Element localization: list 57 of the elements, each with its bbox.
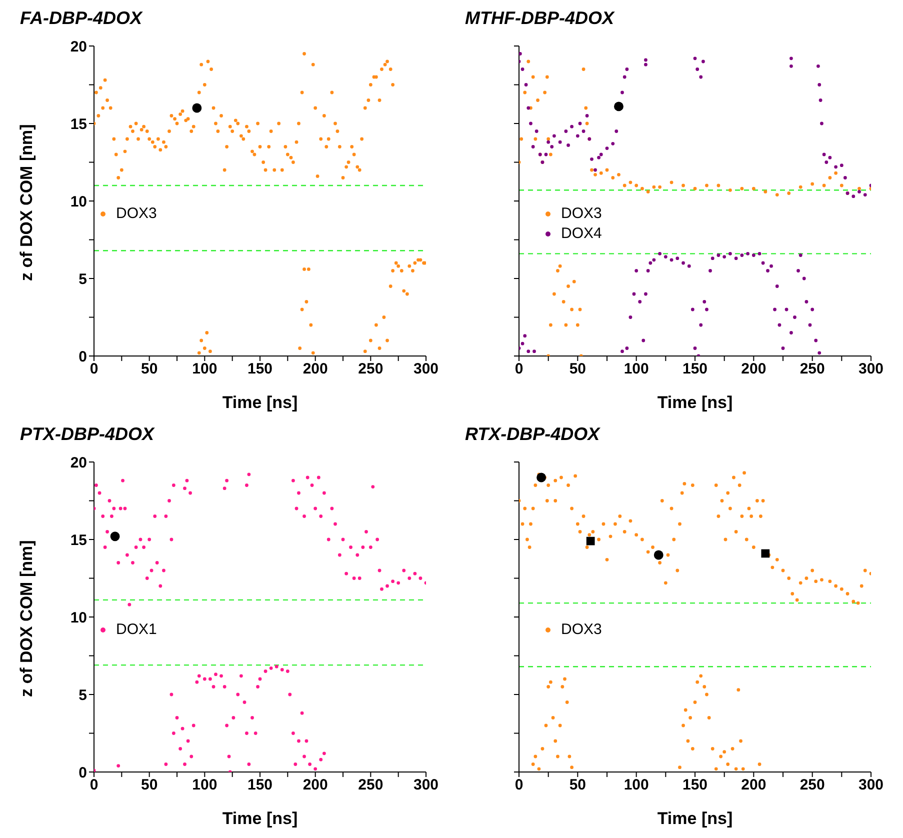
x-axis-title: Time [ns] [657, 809, 733, 828]
x-tick-label: 50 [569, 776, 586, 794]
x-tick-label: 250 [800, 776, 825, 794]
x-tick-label: 150 [682, 360, 708, 378]
point [586, 536, 595, 546]
y-axis-title: z of DOX COM [nm] [17, 540, 36, 697]
x-tick-label: 0 [514, 776, 524, 794]
x-tick-label: 150 [247, 360, 273, 378]
point [761, 549, 770, 558]
chart-title: PTX-DBP-4DOX [19, 424, 156, 446]
point [654, 550, 664, 560]
y-tick-label: 10 [70, 609, 87, 626]
y-tick-label: 0 [78, 764, 87, 782]
x-tick-label: 250 [358, 360, 384, 378]
x-tick-label: 300 [413, 360, 439, 378]
chart-title: FA-DBP-4DOX [19, 8, 144, 30]
x-tick-label: 50 [140, 776, 158, 794]
x-tick-label: 150 [682, 776, 708, 794]
chart-title: RTX-DBP-4DOX [464, 424, 602, 446]
y-axis-title: z of DOX COM [nm] [17, 124, 36, 281]
x-tick-label: 0 [90, 776, 98, 794]
x-tick-label: 200 [741, 776, 766, 794]
chart-title: MTHF-DBP-4DOX [464, 8, 616, 30]
x-tick-label: 100 [624, 360, 649, 378]
x-tick-label: 300 [858, 360, 884, 378]
y-tick-label: 5 [78, 686, 87, 704]
y-tick-label: 20 [70, 454, 87, 472]
x-tick-label: 150 [247, 776, 273, 794]
x-axis-title: Time [ns] [222, 809, 298, 828]
y-tick-label: 15 [70, 116, 87, 133]
x-tick-label: 200 [302, 776, 328, 794]
x-tick-label: 300 [858, 776, 884, 794]
x-tick-label: 100 [192, 360, 218, 378]
x-tick-label: 250 [800, 360, 825, 378]
x-tick-label: 300 [413, 776, 439, 794]
x-tick-label: 0 [514, 360, 524, 378]
x-tick-label: 50 [569, 360, 586, 378]
x-tick-label: 250 [358, 776, 384, 794]
y-tick-label: 10 [70, 193, 87, 210]
x-tick-label: 100 [624, 776, 649, 794]
legend-label: DOX1 [116, 620, 157, 640]
legend-label: DOX3 [116, 204, 157, 224]
y-tick-label: 20 [70, 38, 87, 56]
point [536, 472, 546, 482]
x-axis-title: Time [ns] [222, 393, 298, 412]
legend-label: DOX3 [561, 204, 602, 224]
x-tick-label: 50 [140, 360, 158, 378]
y-tick-label: 15 [70, 532, 87, 549]
x-axis-title: Time [ns] [657, 393, 733, 412]
x-tick-label: 200 [302, 360, 328, 378]
y-tick-label: 5 [78, 270, 87, 288]
x-tick-label: 200 [741, 360, 766, 378]
legend-label: DOX4 [561, 224, 602, 244]
x-tick-label: 100 [192, 776, 218, 794]
x-tick-label: 0 [90, 360, 98, 378]
legend-label: DOX3 [561, 620, 602, 640]
y-tick-label: 0 [78, 348, 87, 366]
